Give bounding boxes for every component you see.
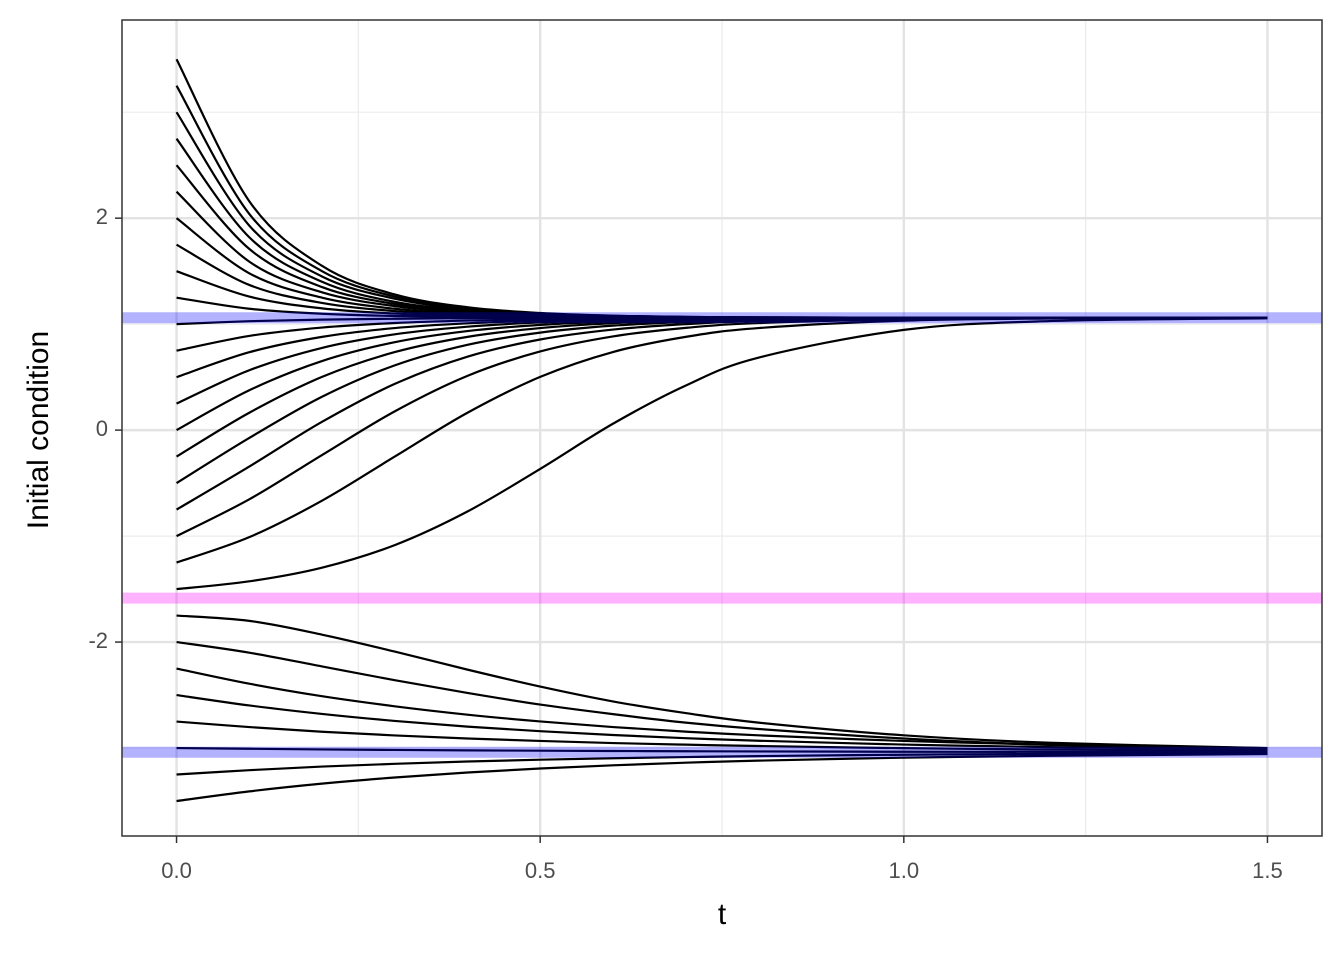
panel-border <box>121 19 1323 837</box>
x-tick-label: 1.0 <box>889 858 920 883</box>
y-tick-label: 0 <box>96 416 108 441</box>
x-tick-label: 0.0 <box>161 858 192 883</box>
x-axis-title: t <box>718 898 727 931</box>
y-tick-label: 2 <box>96 204 108 229</box>
ticks: 0.0 0.5 1.0 1.5 -2 0 2 <box>88 204 1282 883</box>
solution-curve <box>176 316 1268 564</box>
x-tick-label: 1.5 <box>1252 858 1283 883</box>
solution-curve <box>176 746 1268 754</box>
solution-curve <box>176 752 1268 803</box>
solution-curve <box>176 317 1268 591</box>
solution-curve <box>176 720 1268 752</box>
solution-curve <box>176 667 1268 750</box>
solution-curve <box>176 614 1268 750</box>
solution-curve <box>176 693 1268 751</box>
curves <box>175 58 1268 803</box>
solution-curve <box>176 752 1268 776</box>
equilibria <box>122 312 1322 758</box>
y-tick-label: -2 <box>88 628 108 653</box>
y-axis-title: Initial condition <box>22 331 55 529</box>
x-tick-label: 0.5 <box>525 858 556 883</box>
